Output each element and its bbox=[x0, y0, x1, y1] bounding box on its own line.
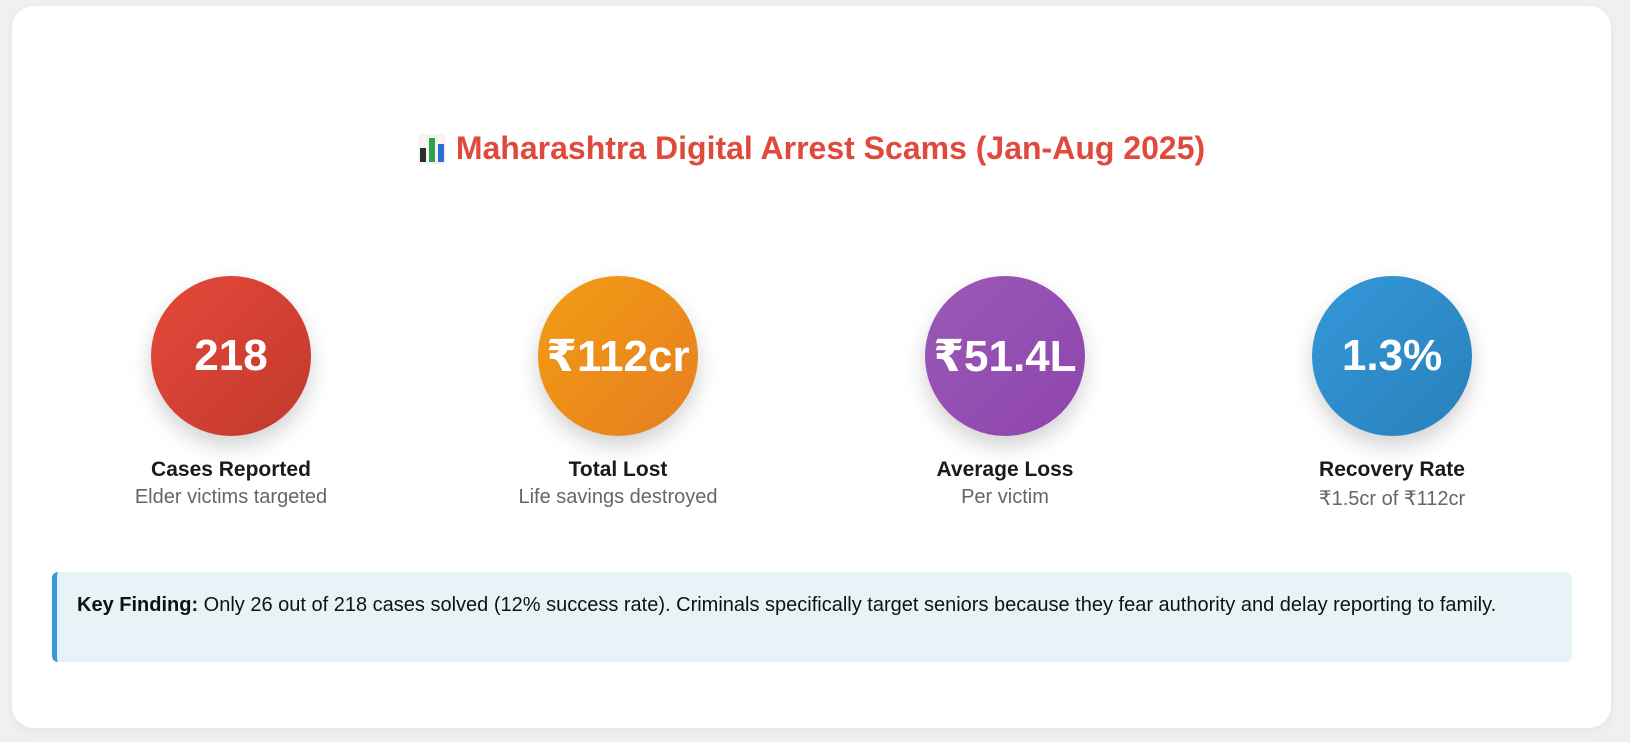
stat-value: ₹51.4L bbox=[933, 331, 1077, 381]
stat-subtitle: Life savings destroyed bbox=[518, 486, 718, 508]
bar-chart-icon bbox=[417, 133, 446, 164]
stat-circle: 218 bbox=[151, 276, 311, 436]
stat-value: 218 bbox=[194, 331, 268, 380]
page-title-text: Maharashtra Digital Arrest Scams (Jan-Au… bbox=[455, 130, 1206, 166]
stats-card: Maharashtra Digital Arrest Scams (Jan-Au… bbox=[12, 6, 1611, 728]
stat-value: 1.3% bbox=[1341, 331, 1443, 380]
stat-label: Average Loss bbox=[936, 458, 1074, 481]
stats-row: 218 Cases Reported Elder victims targete… bbox=[12, 276, 1611, 516]
key-finding-label: Key Finding: bbox=[77, 594, 199, 616]
stat-circle: 1.3% bbox=[1312, 276, 1472, 436]
stat-label: Cases Reported bbox=[151, 458, 311, 481]
stat-subtitle: ₹1.5cr of ₹112cr bbox=[1318, 488, 1466, 510]
key-finding-callout: Key Finding: Only 26 out of 218 cases so… bbox=[52, 572, 1572, 662]
stat-subtitle: Elder victims targeted bbox=[134, 486, 328, 508]
stat-circle: ₹112cr bbox=[538, 276, 698, 436]
page-title: Maharashtra Digital Arrest Scams (Jan-Au… bbox=[12, 130, 1611, 167]
stat-label: Recovery Rate bbox=[1319, 458, 1465, 481]
stat-average-loss: ₹51.4L Average Loss Per victim bbox=[855, 276, 1155, 509]
stat-subtitle: Per victim bbox=[961, 486, 1049, 508]
stat-cases-reported: 218 Cases Reported Elder victims targete… bbox=[81, 276, 381, 509]
stat-value: ₹112cr bbox=[546, 331, 690, 381]
stat-recovery-rate: 1.3% Recovery Rate ₹1.5cr of ₹112cr bbox=[1242, 276, 1542, 511]
stat-label: Total Lost bbox=[568, 458, 668, 481]
stat-total-lost: ₹112cr Total Lost Life savings destroyed bbox=[468, 276, 768, 509]
key-finding-text: Only 26 out of 218 cases solved (12% suc… bbox=[198, 594, 1497, 616]
stat-circle: ₹51.4L bbox=[925, 276, 1085, 436]
